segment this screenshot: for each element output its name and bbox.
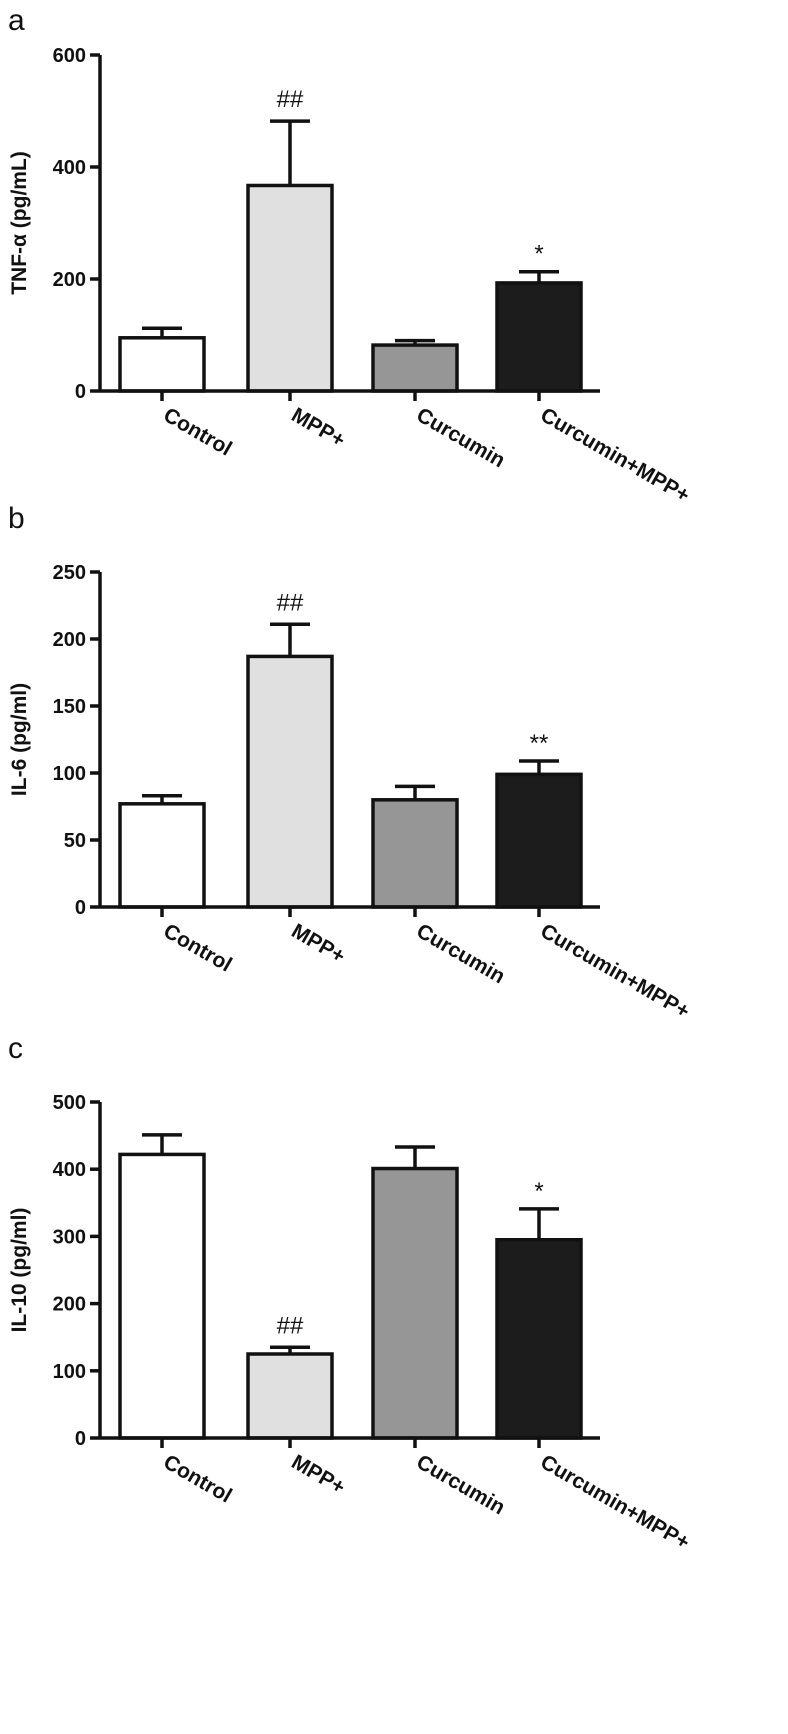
y-tick-label: 150 — [53, 696, 86, 718]
chart-panel-c: c IL-10 (pg/ml) ## * 0 100 200 300 400 500 Control… — [8, 1032, 694, 1554]
x-tick-label: Control — [160, 919, 236, 976]
bar-mpp- — [246, 1352, 334, 1440]
y-tick-label: 50 — [64, 830, 86, 852]
y-axis-label: IL-6 (pg/ml) — [8, 683, 31, 796]
bar-control — [118, 802, 206, 909]
x-tick-label: Curcumin+MPP+ — [537, 919, 694, 1023]
panel-letter: a — [8, 4, 25, 37]
x-tick-label: Curcumin+MPP+ — [537, 403, 694, 507]
x-tick-label: Curcumin — [413, 1450, 509, 1519]
y-tick-label: 200 — [53, 629, 86, 651]
y-tick-label: 600 — [53, 45, 86, 67]
y-tick-label: 0 — [75, 381, 86, 403]
bar-curcumin — [371, 1166, 459, 1440]
y-tick-label: 200 — [53, 1294, 86, 1316]
x-tick-label: MPP+ — [288, 403, 350, 452]
y-tick-label: 250 — [53, 562, 86, 584]
bar-mpp- — [246, 654, 334, 909]
x-tick-label: Curcumin — [413, 403, 509, 472]
x-tick-label: Curcumin+MPP+ — [537, 1450, 694, 1554]
bar-control — [118, 1152, 206, 1440]
bar-mpp- — [246, 183, 334, 393]
significance-annotation: ** — [530, 730, 549, 757]
y-axis-label: TNF-α (pg/mL) — [8, 151, 31, 295]
panel-letter: c — [8, 1032, 23, 1065]
y-tick-label: 100 — [53, 1361, 86, 1383]
significance-annotation: * — [534, 1178, 543, 1205]
bar-curcumin — [371, 343, 459, 393]
bar-curcumin-mpp- — [495, 281, 583, 393]
bar-curcumin-mpp- — [495, 772, 583, 909]
y-tick-label: 0 — [75, 1428, 86, 1450]
y-axis-label: IL-10 (pg/ml) — [8, 1208, 31, 1333]
x-tick-label: Control — [160, 1450, 236, 1507]
bar-curcumin-mpp- — [495, 1238, 583, 1440]
panel-letter: b — [8, 502, 25, 535]
x-tick-label: MPP+ — [288, 1450, 350, 1499]
chart-panel-a: a TNF-α (pg/mL) ## * 0 200 400 600 Control MPP+ Cu… — [8, 4, 694, 507]
y-tick-label: 400 — [53, 157, 86, 179]
bar-control — [118, 336, 206, 393]
x-tick-label: Control — [160, 403, 236, 460]
significance-annotation: ## — [277, 589, 304, 616]
chart-panel-b: b IL-6 (pg/ml) ## ** 0 50 100 150 200 250 Control M… — [8, 502, 694, 1023]
y-tick-label: 300 — [53, 1226, 86, 1248]
significance-annotation: ## — [277, 86, 304, 113]
x-tick-label: MPP+ — [288, 919, 350, 968]
bar-curcumin — [371, 798, 459, 909]
significance-annotation: ## — [277, 1312, 304, 1339]
y-tick-label: 400 — [53, 1159, 86, 1181]
significance-annotation: * — [534, 241, 543, 268]
x-tick-label: Curcumin — [413, 919, 509, 988]
y-tick-label: 0 — [75, 897, 86, 919]
y-tick-label: 100 — [53, 763, 86, 785]
y-tick-label: 500 — [53, 1092, 86, 1114]
y-tick-label: 200 — [53, 269, 86, 291]
